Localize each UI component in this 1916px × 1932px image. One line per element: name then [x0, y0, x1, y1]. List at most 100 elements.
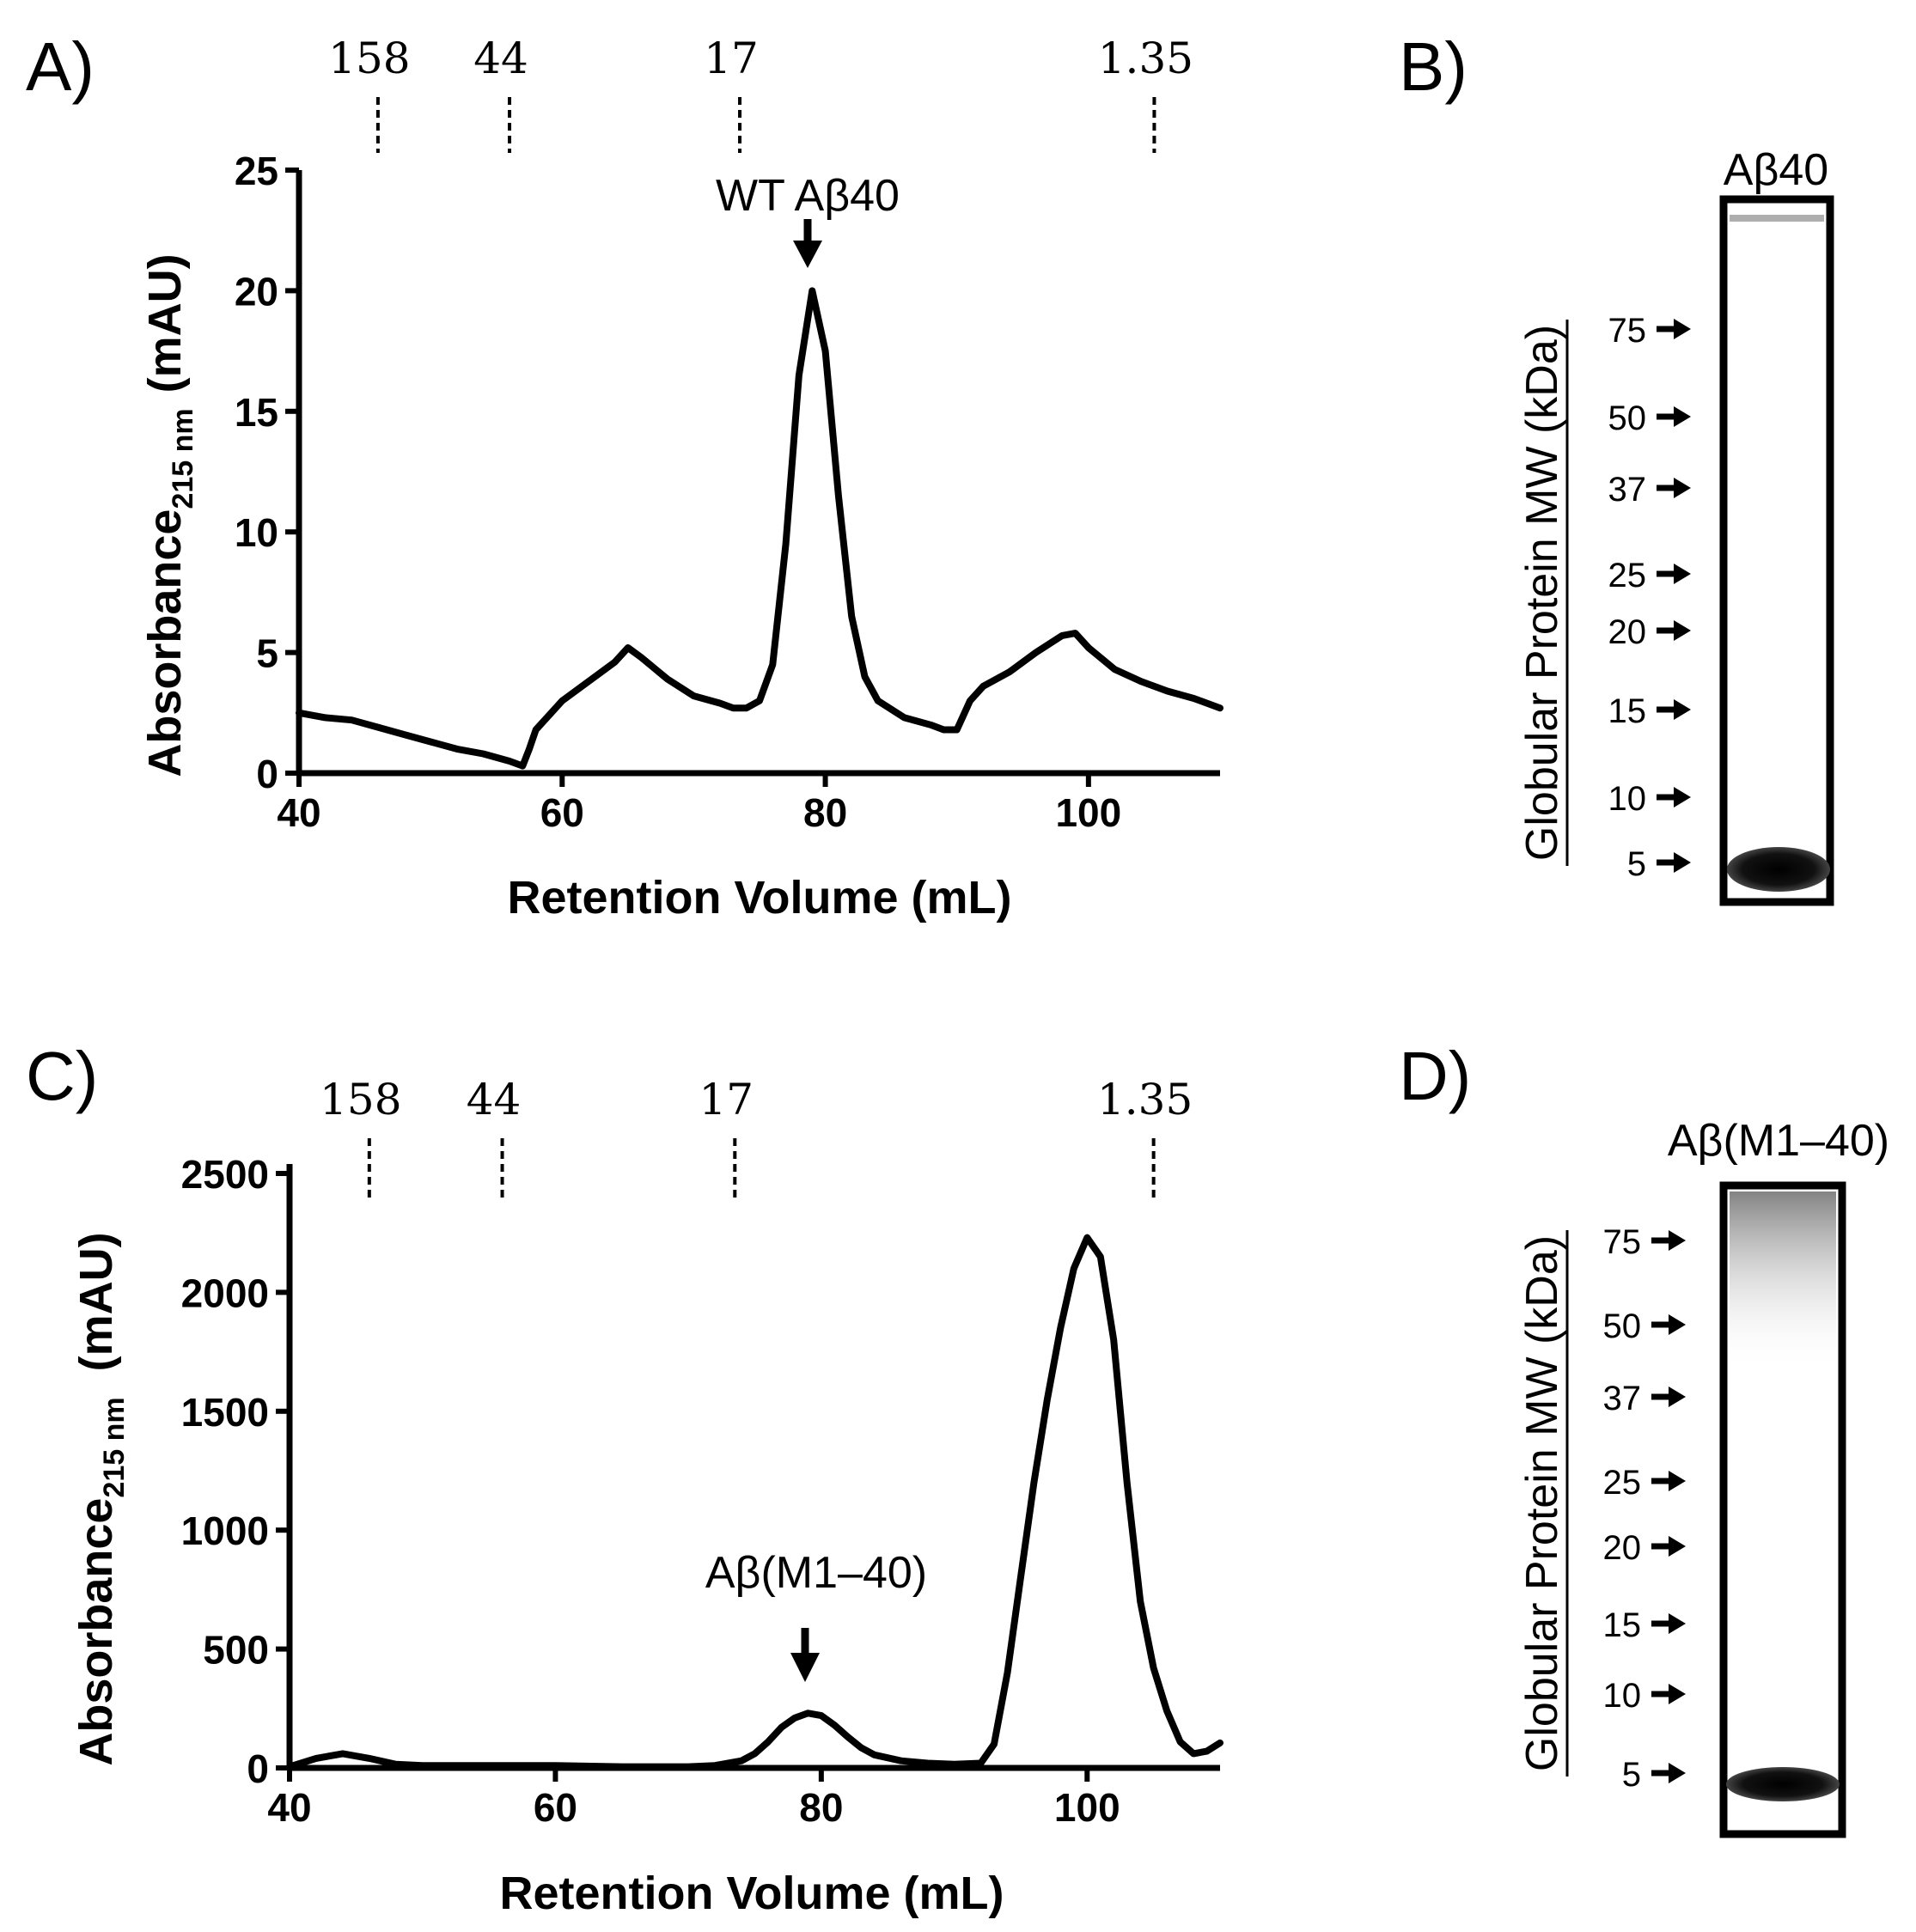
- panel-c-x-ticks: 40 60 80 100: [267, 1768, 1120, 1830]
- panel-a-y-tick-label: 20: [235, 269, 278, 314]
- panel-a-mw-marker-label: 17: [704, 34, 759, 83]
- panel-a-y-axis-label: Absorbance215 nm (mAU): [139, 253, 199, 777]
- panel-a-y-tick-label: 15: [235, 390, 278, 435]
- panel-a-y-tick-label: 0: [256, 752, 278, 796]
- panel-b-marker-label: 37: [1608, 471, 1647, 509]
- panel-b-marker-label: 10: [1608, 780, 1647, 818]
- panel-d-marker-arrowhead: [1669, 1387, 1686, 1407]
- panel-a: A) 158 44 17 1.35 WT Aβ40 0 5 10 15 20 25 40 60 80…: [26, 28, 1223, 923]
- panel-c-y-axis-label: Absorbance215 nm (mAU): [70, 1232, 131, 1765]
- panel-b-marker-label: 25: [1608, 557, 1647, 594]
- panel-d-marker-label: 50: [1603, 1307, 1642, 1345]
- panel-b-marker-label: 5: [1627, 845, 1646, 883]
- panel-b-markers: 75 50 37 25 20 15 10 5: [1608, 312, 1691, 883]
- panel-a-mw-markers: 158 44 17 1.35: [328, 34, 1193, 153]
- panel-a-annotation-label: WT Aβ40: [716, 171, 900, 221]
- panel-d-markers: 75 50 37 25 20 15 10 5: [1603, 1223, 1686, 1794]
- panel-d-lane-label: Aβ(M1–40): [1668, 1116, 1889, 1166]
- panel-d-letter: D): [1399, 1038, 1471, 1114]
- panel-c-mw-marker-label: 44: [467, 1075, 522, 1124]
- panel-b-marker-label: 20: [1608, 613, 1647, 651]
- panel-a-x-ticks: 40 60 80 100: [277, 773, 1121, 835]
- panel-c-y-label-main: Absorbance: [70, 1498, 122, 1766]
- panel-d-marker-label: 75: [1603, 1223, 1642, 1261]
- panel-a-y-tick-label: 5: [256, 631, 278, 676]
- panel-c: C) 158 44 17 1.35 Aβ(M1–40) 0 500 1000 1500 200…: [26, 1038, 1223, 1919]
- panel-c-y-tick-label: 0: [247, 1746, 269, 1791]
- panel-b: B) Aβ40 Globular Protein MW (kDa) 75 50 37…: [1399, 28, 1834, 906]
- panel-c-mw-marker-label: 1.35: [1097, 1075, 1193, 1124]
- panel-a-letter: A): [26, 28, 95, 105]
- panel-d-marker-label: 10: [1603, 1677, 1642, 1715]
- panel-d-marker-arrowhead: [1669, 1536, 1686, 1557]
- panel-c-x-tick-label: 80: [799, 1785, 843, 1830]
- panel-c-x-tick-label: 100: [1054, 1785, 1120, 1830]
- panel-b-marker-arrowhead: [1674, 620, 1691, 641]
- panel-b-marker-arrowhead: [1674, 852, 1691, 873]
- panel-b-marker-arrowhead: [1674, 406, 1691, 427]
- panel-a-y-label-main: Absorbance: [139, 509, 191, 777]
- panel-a-annotation-arrow: [793, 219, 822, 268]
- panel-d-smear: [1730, 1192, 1836, 1372]
- panel-a-y-tick-label: 25: [235, 149, 278, 193]
- panel-c-annotation-label: Aβ(M1–40): [705, 1548, 927, 1598]
- panel-d-marker-label: 25: [1603, 1464, 1642, 1502]
- panel-d-marker-label: 20: [1603, 1529, 1642, 1567]
- panel-d: D) Aβ(M1–40) Globular Protein MW (kDa) 7…: [1399, 1038, 1889, 1838]
- panel-a-y-tick-label: 10: [235, 510, 278, 555]
- panel-c-y-tick-label: 500: [203, 1628, 269, 1673]
- panel-b-axis-label: Globular Protein MW (kDa): [1517, 320, 1569, 866]
- panel-c-y-tick-label: 1000: [181, 1508, 269, 1553]
- panel-c-y-tick-label: 2000: [181, 1271, 269, 1315]
- panel-b-marker-arrowhead: [1674, 699, 1691, 720]
- panel-a-y-label-unit: (mAU): [139, 253, 191, 393]
- panel-d-marker-label: 37: [1603, 1380, 1642, 1417]
- panel-b-lane-label: Aβ40: [1724, 145, 1828, 195]
- panel-a-x-tick-label: 60: [540, 790, 584, 835]
- panel-d-marker-arrowhead: [1669, 1471, 1686, 1491]
- panel-a-y-ticks: 0 5 10 15 20 25: [235, 149, 299, 796]
- panel-b-marker-arrowhead: [1674, 787, 1691, 808]
- panel-d-marker-arrowhead: [1669, 1230, 1686, 1251]
- panel-c-letter: C): [26, 1038, 98, 1114]
- panel-d-marker-arrowhead: [1669, 1763, 1686, 1783]
- panel-c-y-tick-label: 1500: [181, 1390, 269, 1435]
- panel-a-x-tick-label: 40: [277, 790, 320, 835]
- panel-d-marker-arrowhead: [1669, 1684, 1686, 1704]
- panel-b-marker-arrowhead: [1674, 564, 1691, 584]
- panel-c-y-tick-label: 2500: [181, 1152, 269, 1197]
- panel-b-letter: B): [1399, 28, 1468, 105]
- panel-b-marker-label: 15: [1608, 692, 1647, 730]
- panel-a-mw-marker-label: 158: [328, 34, 410, 83]
- panel-c-mw-marker-label: 158: [320, 1075, 401, 1124]
- panel-b-gel-lane: [1719, 195, 1834, 906]
- panel-b-marker-arrowhead: [1674, 319, 1691, 339]
- panel-a-mw-marker-label: 1.35: [1098, 34, 1193, 83]
- panel-a-series-line: [296, 287, 1223, 770]
- panel-b-marker-label: 50: [1608, 399, 1647, 437]
- panel-c-annotation-arrow: [790, 1628, 820, 1682]
- panel-c-x-tick-label: 40: [267, 1785, 311, 1830]
- panel-c-mw-marker-label: 17: [699, 1075, 754, 1124]
- panel-c-y-ticks: 0 500 1000 1500 2000 2500: [181, 1152, 290, 1791]
- panel-b-monomer-band: [1727, 847, 1830, 892]
- panel-a-mw-marker-label: 44: [473, 34, 528, 83]
- panel-c-x-tick-label: 60: [534, 1785, 577, 1830]
- panel-d-monomer-band: [1726, 1767, 1840, 1801]
- panel-c-x-axis-label: Retention Volume (mL): [500, 1868, 1004, 1919]
- panel-d-axis-label-text: Globular Protein MW (kDa): [1517, 1235, 1567, 1771]
- panel-b-axis-label-text: Globular Protein MW (kDa): [1517, 325, 1567, 861]
- panel-d-marker-arrowhead: [1669, 1613, 1686, 1634]
- panel-d-axis-label: Globular Protein MW (kDa): [1517, 1230, 1569, 1777]
- panel-c-y-label-unit: (mAU): [70, 1232, 122, 1371]
- panel-d-marker-label: 15: [1603, 1606, 1642, 1644]
- panel-c-y-label-sub: 215 nm: [98, 1397, 131, 1497]
- panel-c-series-line: [286, 1234, 1223, 1770]
- panel-c-mw-markers: 158 44 17 1.35: [320, 1075, 1193, 1198]
- panel-b-marker-arrowhead: [1674, 478, 1691, 498]
- panel-d-marker-arrowhead: [1669, 1314, 1686, 1335]
- panel-a-y-label-sub: 215 nm: [167, 408, 199, 509]
- panel-a-x-tick-label: 100: [1055, 790, 1121, 835]
- panel-a-x-tick-label: 80: [803, 790, 847, 835]
